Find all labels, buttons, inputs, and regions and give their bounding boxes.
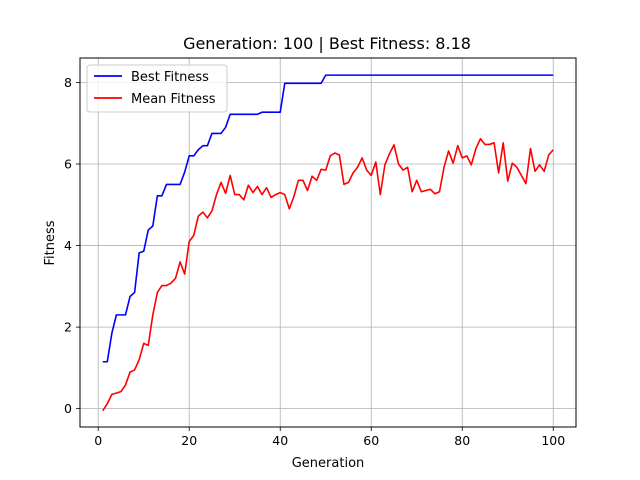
series-line-mean-fitness [102, 137, 554, 412]
plot-frame [79, 57, 577, 428]
x-tick-label: 80 [454, 433, 470, 448]
x-tick-label: 100 [541, 433, 565, 448]
y-tick-label: 4 [64, 238, 72, 253]
series-layer [102, 74, 554, 412]
legend-label-mean-fitness: Mean Fitness [131, 92, 216, 107]
x-tick-label: 40 [272, 433, 288, 448]
y-axis-label: Fitness [43, 220, 58, 265]
series-line-best-fitness [102, 74, 554, 363]
y-tick-label: 0 [64, 401, 72, 416]
x-axis-label: Generation [292, 456, 365, 471]
ticks: 0 20 40 60 80 100 0 2 4 6 8 [64, 75, 565, 448]
chart-title: Generation: 100 | Best Fitness: 8.18 [183, 34, 471, 53]
legend-label-best-fitness: Best Fitness [131, 70, 209, 85]
y-tick-label: 2 [64, 320, 72, 335]
y-tick-label: 8 [64, 75, 72, 90]
x-tick-label: 60 [363, 433, 379, 448]
x-tick-label: 20 [181, 433, 197, 448]
legend: Best Fitness Mean Fitness [86, 64, 228, 113]
y-tick-label: 6 [64, 157, 72, 172]
x-tick-label: 0 [94, 433, 102, 448]
